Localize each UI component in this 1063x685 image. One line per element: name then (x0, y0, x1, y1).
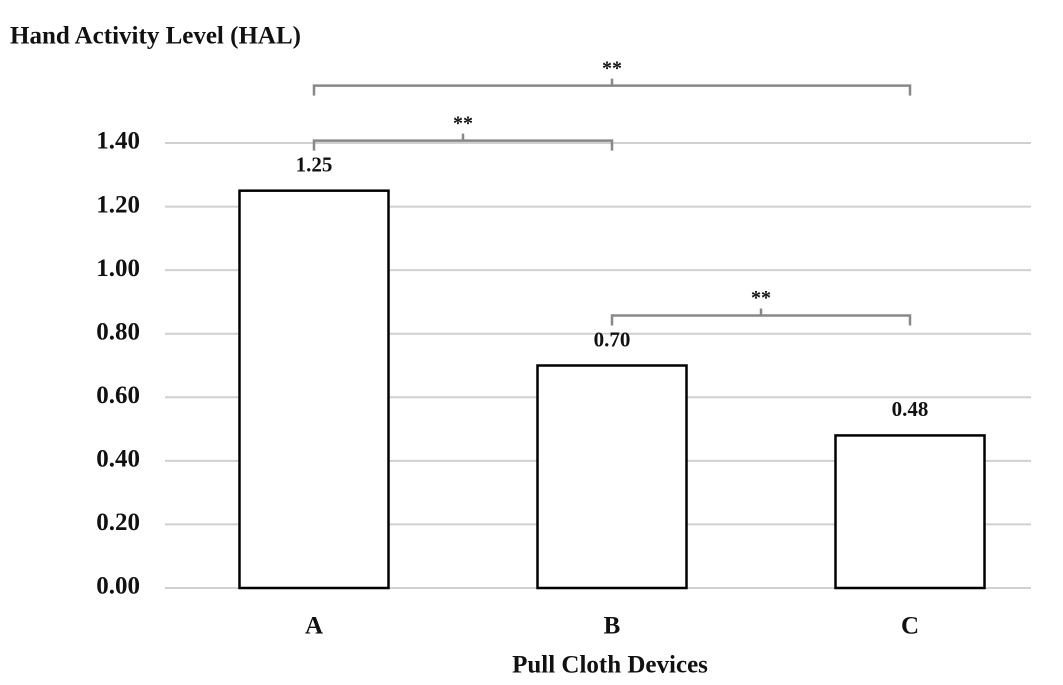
significance-label: ** (751, 287, 771, 309)
x-tick-label: A (305, 613, 323, 640)
data-label: 0.48 (892, 397, 929, 421)
y-axis-title: Hand Activity Level (HAL) (10, 23, 301, 50)
bar (834, 434, 986, 590)
significance-bracket (312, 78, 912, 96)
bar (238, 189, 390, 590)
y-tick-label: 0.40 (96, 446, 140, 473)
data-label: 1.25 (296, 152, 333, 176)
significance-label: ** (453, 112, 473, 134)
y-tick-label: 0.80 (96, 318, 140, 345)
y-tick-label: 1.20 (96, 191, 140, 218)
x-tick-label: B (604, 613, 621, 640)
significance-bracket (312, 133, 614, 151)
y-tick-label: 1.00 (96, 255, 140, 282)
significance-label: ** (602, 57, 622, 79)
y-tick-label: 0.60 (96, 382, 140, 409)
significance-bracket (610, 308, 912, 326)
y-tick-label: 0.20 (96, 509, 140, 536)
x-tick-label: C (901, 613, 919, 640)
y-tick-label: 0.00 (96, 573, 140, 600)
data-label: 0.70 (594, 327, 631, 351)
bar (536, 364, 688, 590)
y-tick-label: 1.40 (96, 128, 140, 155)
x-axis-title: Pull Cloth Devices (512, 652, 708, 679)
